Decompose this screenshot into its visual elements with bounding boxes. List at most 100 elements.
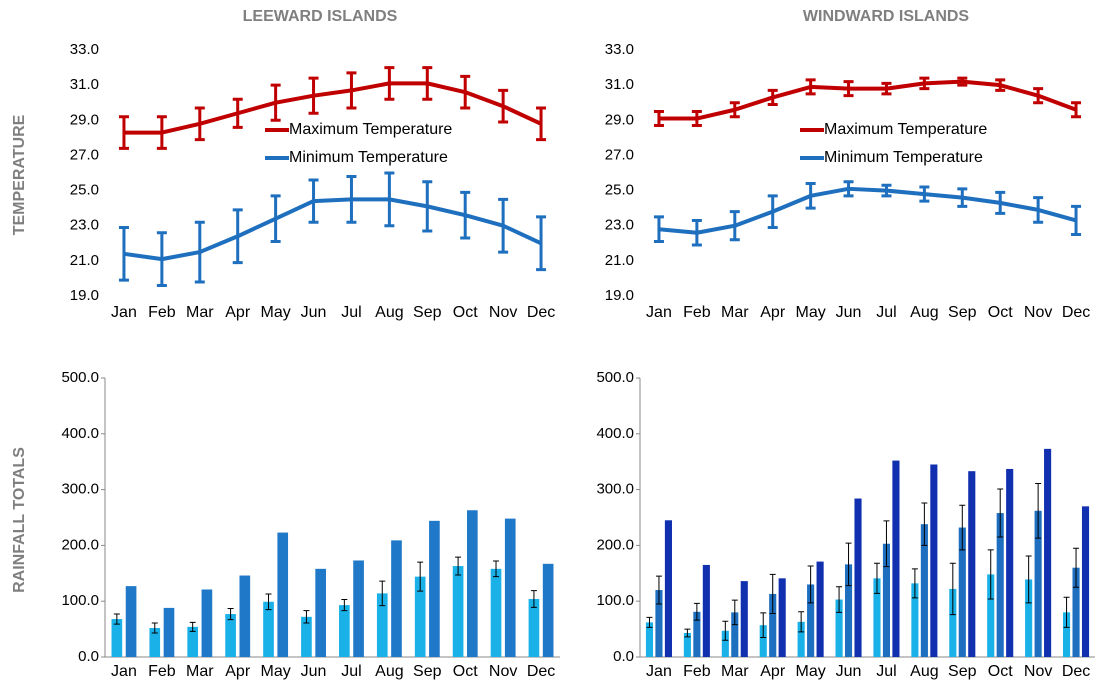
bar [187, 626, 199, 657]
error-bar [684, 628, 691, 638]
bar [163, 607, 175, 657]
y-tick-label: 21.0 [70, 252, 99, 269]
error-bar [995, 190, 1006, 215]
error-bar [883, 520, 890, 568]
error-bar [384, 66, 395, 101]
x-tick-label: Jul [876, 304, 896, 321]
bar [759, 625, 767, 657]
bar [490, 568, 502, 657]
error-bar [270, 194, 281, 244]
error-bar [384, 171, 395, 228]
bar [339, 605, 350, 657]
error-bar [265, 593, 272, 611]
y-tick-label: 200.0 [61, 536, 99, 553]
error-bar [1035, 482, 1042, 539]
error-bar [422, 66, 433, 101]
bar [740, 581, 748, 657]
error-bar [843, 80, 854, 98]
legend-label: Maximum Temperature [824, 121, 987, 138]
x-tick-label: Jan [646, 304, 672, 321]
error-bar [919, 76, 930, 91]
y-tick-label: 31.0 [70, 76, 99, 93]
error-bar [1071, 101, 1082, 119]
line [123, 197, 542, 262]
bar [882, 543, 891, 657]
error-bar [957, 76, 968, 87]
error-bar [805, 78, 816, 96]
line [658, 79, 1077, 121]
error-bar [881, 183, 892, 198]
bar [987, 574, 995, 657]
bar [315, 568, 326, 657]
bar [702, 564, 710, 657]
y-tick-label: 300.0 [596, 481, 634, 498]
error-bar [731, 599, 738, 626]
x-tick-label: Apr [760, 304, 786, 321]
bar [949, 588, 957, 657]
error-bar [959, 504, 966, 551]
x-tick-label: Feb [148, 663, 176, 680]
bar [911, 583, 919, 657]
x-tick-label: Sep [413, 304, 442, 321]
error-bar [1063, 596, 1070, 628]
error-bar [379, 580, 386, 607]
bar [277, 532, 289, 657]
row-label: RAINFALL TOTALS [11, 447, 28, 593]
y-tick-label: 100.0 [596, 592, 634, 609]
bar [797, 621, 805, 657]
bar [466, 510, 478, 657]
error-bar [798, 611, 805, 633]
error-bar [949, 562, 956, 616]
x-tick-label: Oct [453, 304, 478, 321]
x-tick-label: Jul [876, 663, 896, 680]
bar [769, 593, 777, 657]
x-tick-label: Jun [301, 663, 327, 680]
y-tick-label: 500.0 [596, 369, 634, 386]
error-bar [156, 231, 167, 287]
y-tick-label: 200.0 [596, 536, 634, 553]
error-bar [341, 599, 348, 612]
bar [655, 590, 663, 657]
x-tick-label: Mar [186, 304, 214, 321]
bar [920, 524, 928, 657]
x-tick-label: Apr [760, 663, 786, 680]
error-bar [767, 88, 778, 106]
error-bar [655, 575, 662, 605]
bar [873, 578, 881, 657]
error-bar [118, 225, 129, 282]
bar [528, 598, 540, 657]
y-tick-label: 27.0 [605, 146, 634, 163]
x-tick-label: Aug [910, 304, 938, 321]
x-tick-label: Jan [111, 304, 137, 321]
y-tick-label: 500.0 [61, 369, 99, 386]
error-bar [911, 568, 918, 599]
error-bar [498, 88, 509, 124]
x-tick-label: May [261, 304, 291, 321]
error-bar [836, 586, 843, 613]
error-bar [346, 71, 357, 110]
error-bar [646, 616, 653, 628]
bar [968, 471, 976, 657]
bar [1025, 579, 1033, 657]
error-bar [1073, 547, 1080, 588]
error-bar [729, 101, 740, 119]
x-tick-label: Dec [527, 663, 555, 680]
error-bar [957, 187, 968, 208]
bar [731, 612, 739, 657]
error-bar [653, 215, 664, 244]
error-bar [921, 502, 928, 546]
x-tick-label: Oct [988, 304, 1013, 321]
error-bar [843, 180, 854, 198]
y-tick-label: 400.0 [61, 425, 99, 442]
bar [1081, 506, 1090, 657]
error-bar [455, 556, 462, 576]
error-bar [1025, 555, 1032, 604]
x-tick-label: May [261, 663, 291, 680]
error-bar [346, 175, 357, 224]
bar [391, 540, 402, 657]
x-tick-label: Aug [910, 663, 938, 680]
bar [201, 589, 213, 657]
error-bar [995, 78, 1006, 92]
y-tick-label: 400.0 [596, 425, 634, 442]
